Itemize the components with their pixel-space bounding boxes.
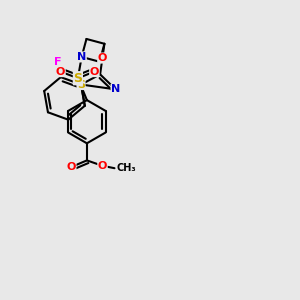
Text: N: N: [77, 52, 86, 62]
Text: S: S: [77, 80, 85, 89]
Text: O: O: [67, 162, 76, 172]
Text: O: O: [56, 67, 65, 76]
Text: O: O: [90, 67, 99, 76]
Text: F: F: [54, 57, 62, 67]
Text: O: O: [98, 161, 107, 171]
Text: S: S: [74, 72, 82, 85]
Text: CH₃: CH₃: [117, 163, 136, 173]
Text: N: N: [111, 84, 120, 94]
Text: O: O: [98, 53, 107, 63]
